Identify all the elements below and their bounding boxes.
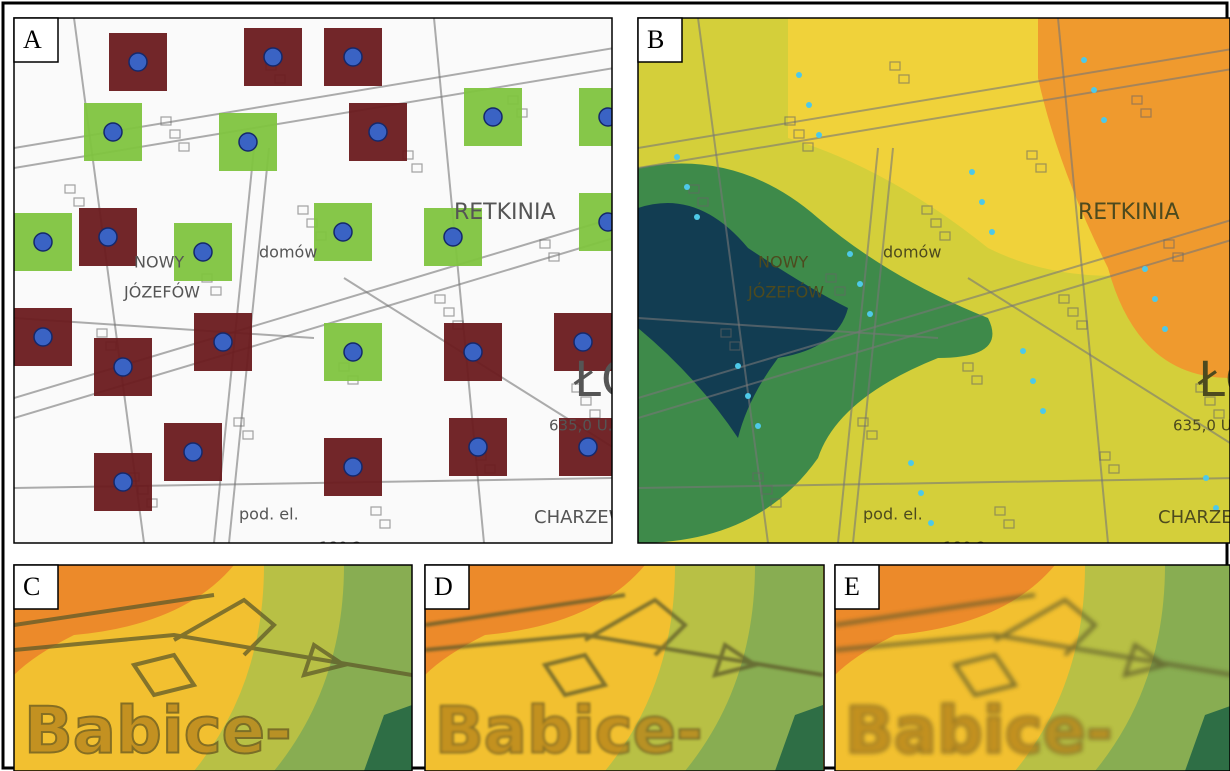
map-panel: NOWYJÓZEFÓWRETKINIAŁÓDŹCHARZEWpod. el.18… [14,18,709,557]
sample-point [184,443,202,461]
sample-point [214,333,232,351]
panel-label: A [23,25,42,54]
sample-point [239,133,257,151]
map-panel: Babice- [425,565,824,771]
sample-point [928,520,934,526]
sample-point [796,72,802,78]
sample-point [599,108,617,126]
place-name: CHARZEW [1158,507,1230,528]
sample-point [104,123,122,141]
place-name: pod. el. [239,505,299,524]
sample-point [1030,378,1036,384]
sample-point [1091,87,1097,93]
panel-label: D [434,572,453,601]
place-name: NOWY [758,253,808,272]
sample-point [34,328,52,346]
sample-point [264,48,282,66]
sample-point [979,199,985,205]
place-name: 180,2 [319,539,362,557]
sample-point [599,213,617,231]
map-panel: Babice- [835,565,1230,771]
sample-point [344,48,362,66]
sample-point [574,333,592,351]
place-name: RETKINIA [1078,200,1180,225]
sample-point [847,251,853,257]
place-name: Babice- [435,695,703,769]
place-name: JÓZEFÓW [123,283,200,302]
sample-point [469,438,487,456]
sample-point [867,311,873,317]
sample-point [755,423,761,429]
place-name: pod. el. [863,505,923,524]
sample-point [1152,296,1158,302]
sample-point [344,458,362,476]
sample-point [114,358,132,376]
place-name: domów [883,243,941,262]
sample-point [444,228,462,246]
place-name: 635,0 U. W [1173,417,1230,435]
sample-point [908,460,914,466]
sample-point [484,108,502,126]
sample-point [1203,475,1209,481]
place-name: Babice- [845,695,1113,769]
place-name: domów [259,243,317,262]
sample-point [918,490,924,496]
sample-point [806,102,812,108]
place-name: 180,2 [943,539,986,557]
sample-point [684,184,690,190]
sample-point [857,281,863,287]
place-name: NOWY [134,253,184,272]
sample-point [745,393,751,399]
sample-point [344,343,362,361]
sample-point [1081,57,1087,63]
sample-point [129,53,147,71]
sample-point [114,473,132,491]
sample-point [579,438,597,456]
sample-point [369,123,387,141]
sample-point [1162,326,1168,332]
place-name: ŁÓDŹ [1197,351,1230,408]
sample-point [816,132,822,138]
sample-point [34,233,52,251]
sample-point [1101,117,1107,123]
panel-label: C [23,572,40,601]
sample-point [194,243,212,261]
sample-point [99,228,117,246]
sample-point [969,169,975,175]
panel-label: B [647,25,664,54]
sample-point [1142,266,1148,272]
sample-point [694,214,700,220]
sample-point [334,223,352,241]
map-panel: Babice- [14,565,412,771]
map-panel: NOWY JÓZEFÓW RETKINIA ŁÓDŹ CHARZEW pod. el. 18… [638,18,1230,557]
place-name: JÓZEFÓW [747,283,824,302]
sample-point [735,363,741,369]
figure: NOWY JÓZEFÓW RETKINIA ŁÓDŹ CHARZEW pod. el. 18… [0,0,1230,771]
panel-label: E [844,572,860,601]
place-name: 635,0 U. W [549,417,632,435]
sample-point [1040,408,1046,414]
sample-point [989,229,995,235]
sample-point [1020,348,1026,354]
place-name: Babice- [24,695,292,769]
sample-point [674,154,680,160]
place-name: RETKINIA [454,200,556,225]
sample-point [464,343,482,361]
